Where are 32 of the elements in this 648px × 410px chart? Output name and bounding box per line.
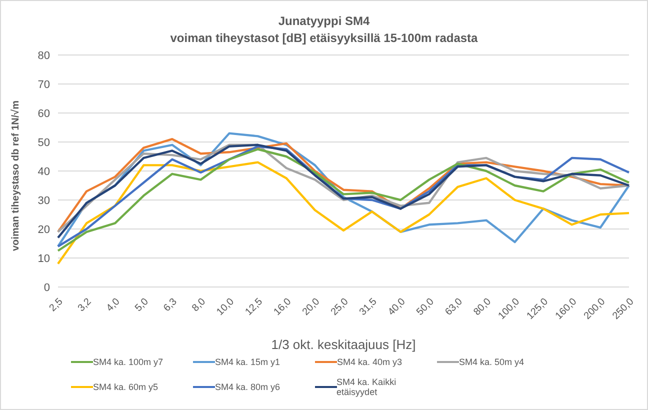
y-tick-label: 30: [38, 194, 50, 207]
x-tick-label: 40,0: [386, 296, 408, 318]
y-tick-label: 50: [38, 136, 50, 149]
chart-subtitle: voiman tiheystasot [dB] etäisyyksillä 15-100m radasta: [169, 30, 479, 47]
y-tick-label: 10: [38, 252, 50, 265]
legend-label: SM4 ka. 80m y6: [215, 382, 280, 392]
x-tick-label: 50,0: [414, 296, 437, 318]
chart-title: Junatyyppi SM4: [277, 13, 371, 30]
y-tick-label: 0: [44, 282, 50, 294]
y-axis-title: voiman tiheystaso db ref 1N/√m: [10, 100, 22, 251]
legend-label: SM4 ka. 40m y3: [337, 357, 402, 367]
x-axis-title: 1/3 okt. keskitaajuus [Hz]: [271, 337, 416, 352]
y-tick-label: 80: [38, 50, 50, 62]
x-tick-label: 5,0: [133, 296, 152, 314]
legend-label: SM4 ka. 60m y5: [93, 382, 158, 392]
y-tick-label: 70: [38, 78, 50, 91]
y-tick-label: 40: [38, 166, 50, 178]
y-tick-label: 60: [38, 108, 50, 120]
x-tick-label: 10,0: [214, 296, 237, 318]
x-tick-label: 4,0: [104, 296, 123, 314]
x-tick-label: 8,0: [190, 296, 208, 314]
legend-label: SM4 ka. Kaikki etäisyydet: [336, 377, 398, 397]
x-tick-label: 2,5: [48, 296, 66, 314]
x-tick-label: 80,0: [472, 296, 494, 318]
x-tick-label: 63,0: [443, 296, 466, 318]
x-tick-label: 6,3: [162, 296, 180, 314]
legend-label: SM4 ka. 100m y7: [93, 357, 164, 367]
line-series: [56, 161, 630, 265]
legend-label: SM4 ka. 50m y4: [459, 357, 524, 367]
y-tick-label: 20: [38, 224, 50, 236]
legend-label: SM4 ka. 15m y1: [215, 357, 280, 367]
x-tick-label: 3,2: [76, 296, 94, 314]
